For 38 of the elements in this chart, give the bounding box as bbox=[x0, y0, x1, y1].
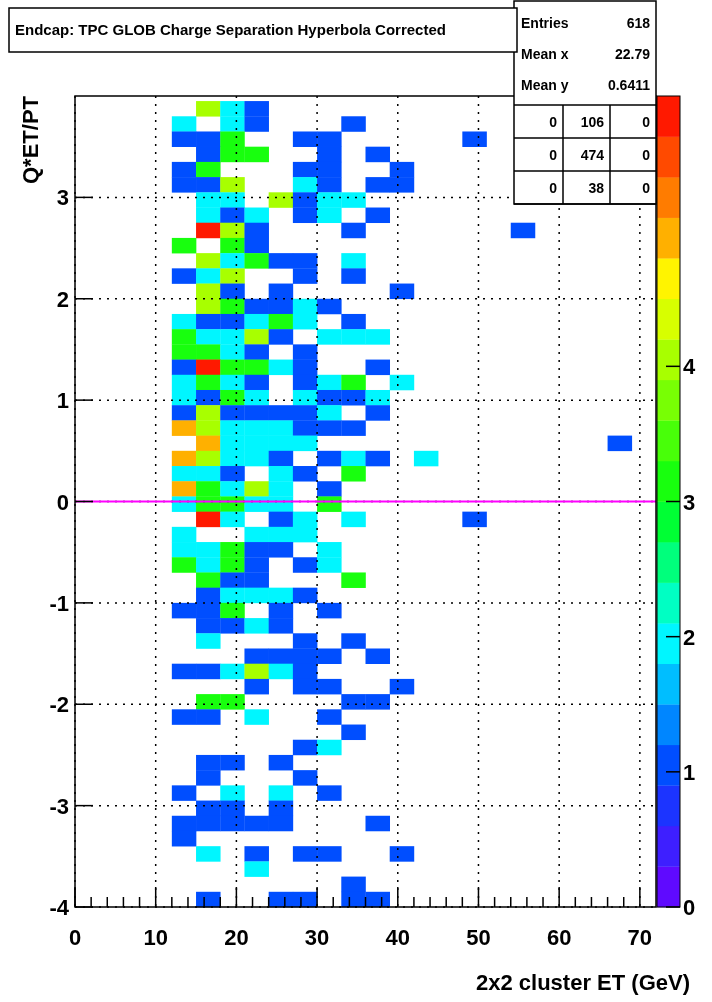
y-tick-label: 1 bbox=[56, 388, 69, 414]
y-tick-label: 3 bbox=[56, 185, 69, 211]
color-bar-label: 2 bbox=[683, 624, 696, 650]
text: Mean y bbox=[521, 77, 569, 93]
color-bar-label: 3 bbox=[683, 489, 696, 515]
y-tick-label: -2 bbox=[49, 692, 69, 718]
color-bar-label: 0 bbox=[683, 895, 696, 920]
annotation: 0 bbox=[642, 114, 651, 130]
chart-title: Endcap: TPC GLOB Charge Separation Hyperbola Corrected bbox=[15, 21, 446, 38]
annotation: 0 bbox=[549, 114, 558, 130]
x-tick-label: 50 bbox=[466, 925, 491, 950]
text: 0.6411 bbox=[607, 77, 651, 93]
annotation: 38 bbox=[588, 180, 605, 196]
annotation: 0 bbox=[549, 180, 558, 196]
y-tick-label: -3 bbox=[49, 793, 69, 819]
color-bar-label: 4 bbox=[683, 354, 696, 380]
annotation: 474 bbox=[580, 147, 605, 163]
y-tick-label: 0 bbox=[56, 489, 69, 515]
annotation: 0 bbox=[549, 147, 558, 163]
x-tick-label: 60 bbox=[546, 925, 572, 950]
y-tick-label: 2 bbox=[56, 286, 69, 312]
x-tick-label: 70 bbox=[627, 925, 653, 950]
x-tick-label: 40 bbox=[385, 925, 411, 950]
color-bar-label: 1 bbox=[683, 759, 696, 785]
x-tick-label: 10 bbox=[143, 925, 168, 950]
x-axis-title: 2x2 cluster ET (GeV) bbox=[476, 970, 690, 995]
text: 618 bbox=[626, 15, 651, 31]
x-tick-label: 30 bbox=[304, 925, 330, 950]
text: Mean x bbox=[521, 46, 569, 62]
y-axis-title: Q*ET/PT bbox=[18, 95, 43, 185]
annotation: 0 bbox=[642, 147, 651, 163]
text: Entries bbox=[521, 15, 569, 31]
y-tick-label: -4 bbox=[49, 895, 70, 920]
annotation: 106 bbox=[580, 114, 605, 130]
text: 22.79 bbox=[614, 46, 651, 62]
x-tick-label: 20 bbox=[224, 925, 249, 950]
y-tick-label: -1 bbox=[49, 590, 69, 616]
annotation: 0 bbox=[642, 180, 651, 196]
